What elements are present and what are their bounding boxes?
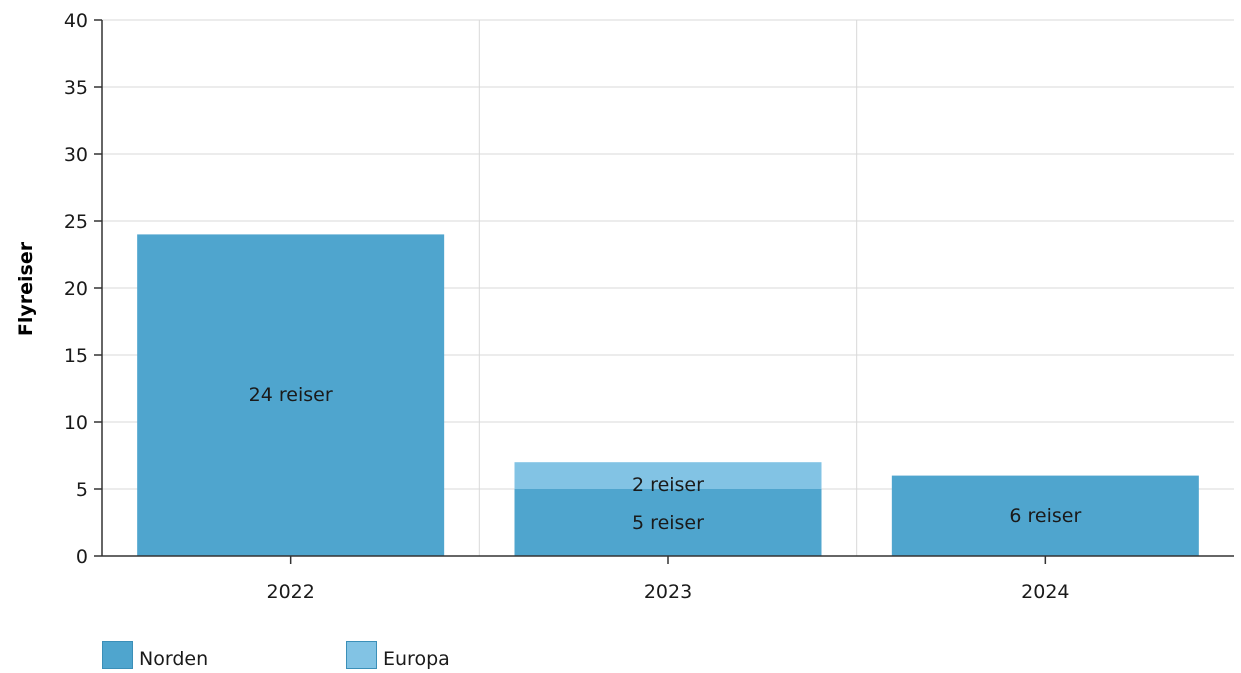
y-tick-label: 20 [64,278,88,300]
x-tick-label: 2023 [644,581,692,603]
data-label: 2 reiser [632,474,704,496]
y-tick-label: 0 [76,546,88,568]
y-tick-label: 15 [64,345,88,367]
legend-swatch-europa [346,641,377,669]
y-tick-label: 5 [76,479,88,501]
y-tick-label: 10 [64,412,88,434]
bar-norden-2023 [514,489,822,556]
bar-europa-2023 [514,462,822,489]
x-tick-label: 2022 [266,581,314,603]
data-label: 24 reiser [249,384,333,406]
y-tick-label: 35 [64,77,88,99]
y-tick-label: 25 [64,211,88,233]
data-label: 6 reiser [1009,505,1081,527]
bar-norden-2022 [137,234,445,556]
y-tick-label: 30 [64,144,88,166]
x-tick-label: 2024 [1021,581,1069,603]
legend-label-norden: Norden [139,648,208,669]
y-axis-title: Flyreiser [15,241,37,336]
y-tick-label: 40 [64,10,88,32]
bar-norden-2024 [891,475,1199,556]
legend-label-europa: Europa [383,648,450,669]
legend-swatch-norden [102,641,133,669]
data-label: 5 reiser [632,512,704,534]
